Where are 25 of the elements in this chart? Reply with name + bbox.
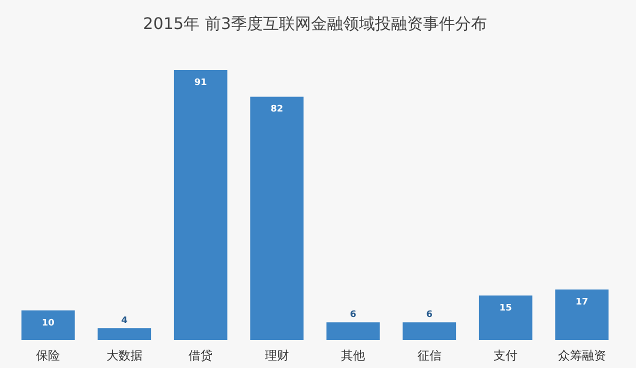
bar — [174, 70, 228, 340]
x-tick-label: 理财 — [264, 348, 289, 362]
bar — [478, 295, 532, 340]
x-tick-label: 其他 — [341, 348, 366, 362]
x-tick-label: 保险 — [36, 348, 60, 362]
data-label: 17 — [576, 298, 588, 308]
x-tick-label: 大数据 — [106, 348, 142, 362]
bar — [326, 322, 380, 340]
bar — [555, 290, 609, 340]
x-tick-label: 众筹融资 — [558, 348, 606, 362]
chart-title: 2015年 前3季度互联网金融领域投融资事件分布 — [143, 14, 487, 33]
x-tick-label: 支付 — [494, 348, 518, 362]
bar — [250, 96, 304, 340]
data-label: 91 — [194, 78, 207, 88]
data-label: 82 — [270, 104, 284, 115]
data-label: 6 — [426, 310, 433, 320]
data-label: 15 — [499, 303, 512, 314]
x-tick-label: 征信 — [417, 348, 442, 362]
bar — [21, 310, 75, 340]
bar — [402, 322, 456, 340]
x-tick-label: 借贷 — [188, 348, 213, 362]
data-label: 6 — [350, 310, 356, 320]
bar — [98, 328, 152, 340]
data-label: 4 — [121, 316, 128, 326]
data-label: 10 — [42, 318, 54, 328]
